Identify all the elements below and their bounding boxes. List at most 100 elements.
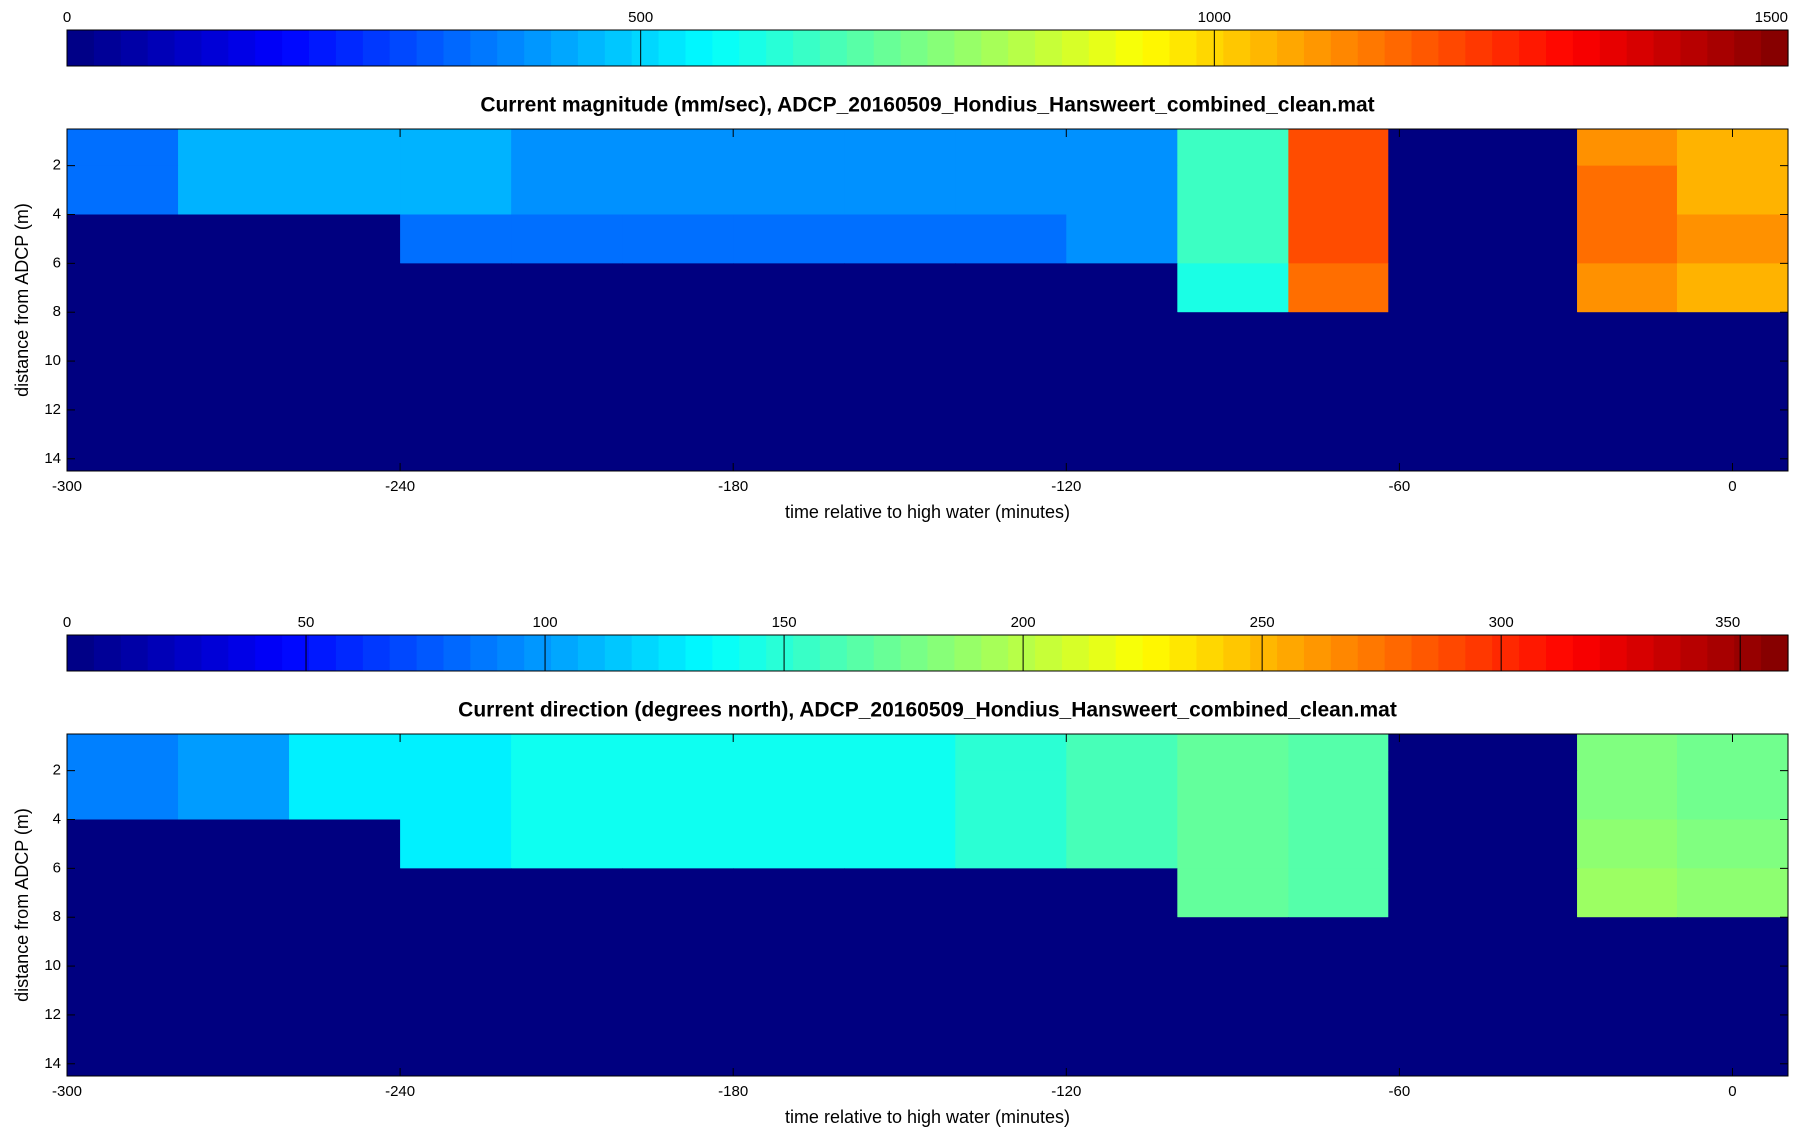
- colorbar-step: [1088, 30, 1117, 66]
- heatmap-cell: [622, 966, 734, 1077]
- colorbar-step: [1035, 635, 1063, 671]
- colorbar-step: [1303, 30, 1332, 66]
- heatmap-cell: [844, 966, 956, 1077]
- heatmap-cell: [622, 263, 734, 313]
- heatmap-cell: [1288, 966, 1389, 1077]
- colorbar-tick-label: 150: [772, 614, 797, 631]
- colorbar-step: [1223, 30, 1251, 66]
- heatmap-cell: [1676, 917, 1789, 967]
- heatmap-cell: [733, 770, 845, 820]
- heatmap-cell: [622, 361, 734, 472]
- colorbar-step: [201, 635, 229, 671]
- y-tick-label: 8: [53, 303, 61, 320]
- heatmap-cell: [1066, 214, 1178, 264]
- heatmap-cell: [289, 770, 401, 820]
- heatmap-cell: [1066, 770, 1178, 820]
- colorbar-tick-label: 250: [1250, 614, 1275, 631]
- heatmap-cell: [289, 263, 401, 313]
- colorbar-step: [739, 635, 767, 671]
- colorbar-step: [1761, 635, 1789, 671]
- heatmap-cell: [67, 966, 179, 1077]
- heatmap-cell: [67, 819, 179, 869]
- heatmap-cell: [67, 263, 179, 313]
- colorbar-step: [335, 635, 364, 671]
- colorbar-step: [1411, 635, 1440, 671]
- heatmap-cell: [1177, 361, 1289, 472]
- colorbar-step: [120, 30, 149, 66]
- heatmap-cell: [289, 312, 401, 362]
- chart-title: Current direction (degrees north), ADCP_…: [458, 699, 1397, 722]
- heatmap-cell: [400, 263, 512, 313]
- heatmap-cell: [1388, 312, 1578, 362]
- colorbar-step: [1223, 635, 1251, 671]
- heatmap-cell: [1288, 917, 1389, 967]
- colorbar-step: [873, 30, 902, 66]
- heatmap-cell: [622, 819, 734, 869]
- heatmap-cell: [67, 734, 179, 772]
- heatmap-cell: [1177, 312, 1289, 362]
- heatmap-cell: [733, 263, 845, 313]
- heatmap-cell: [955, 165, 1067, 215]
- heatmap-cell: [733, 312, 845, 362]
- heatmap-cell: [955, 734, 1067, 772]
- y-tick-label: 10: [44, 352, 61, 369]
- y-tick-label: 6: [53, 254, 61, 271]
- colorbar-tick-label: 100: [533, 614, 558, 631]
- heatmap-cell: [400, 868, 512, 918]
- colorbar-step: [712, 30, 740, 66]
- colorbar-step: [1250, 635, 1278, 671]
- heatmap-cell: [400, 966, 512, 1077]
- heatmap-cell: [1577, 165, 1678, 215]
- heatmap-cell: [178, 868, 290, 918]
- heatmap-cell: [1066, 361, 1178, 472]
- heatmap-cell: [622, 312, 734, 362]
- heatmap-cell: [1676, 868, 1789, 918]
- colorbar-step: [1357, 30, 1386, 66]
- heatmap-cell: [844, 770, 956, 820]
- heatmap-cell: [400, 734, 512, 772]
- colorbar-step: [255, 635, 283, 671]
- heatmap-cell: [67, 129, 179, 167]
- heatmap-cell: [955, 263, 1067, 313]
- heatmap-cell: [511, 917, 623, 967]
- heatmap-cell: [400, 819, 512, 869]
- heatmap-cell: [1288, 819, 1389, 869]
- colorbar-step: [228, 635, 256, 671]
- heatmap-cell: [955, 868, 1067, 918]
- heatmap-cell: [1577, 917, 1678, 967]
- x-tick-label: -180: [718, 1083, 748, 1100]
- colorbar-step: [416, 30, 445, 66]
- x-tick-label: 0: [1728, 1083, 1736, 1100]
- colorbar-step: [927, 635, 955, 671]
- x-tick-label: 0: [1728, 478, 1736, 495]
- heatmap-cell: [1288, 129, 1389, 167]
- colorbar-step: [793, 635, 821, 671]
- heatmap-cell: [622, 129, 734, 167]
- colorbar-step: [551, 30, 579, 66]
- colorbar-step: [712, 635, 740, 671]
- heatmap-cell: [844, 214, 956, 264]
- colorbar-step: [282, 635, 310, 671]
- colorbar-step: [1384, 635, 1413, 671]
- heatmap-cell: [844, 819, 956, 869]
- colorbar-step: [1599, 30, 1628, 66]
- heatmap-cell: [178, 734, 290, 772]
- colorbar-step: [1115, 30, 1144, 66]
- x-axis-label: time relative to high water (minutes): [785, 502, 1070, 522]
- colorbar-step: [524, 635, 552, 671]
- heatmap-cell: [1288, 165, 1389, 215]
- heatmap-cell: [622, 734, 734, 772]
- colorbar-step: [981, 30, 1009, 66]
- colorbar-step: [1680, 30, 1708, 66]
- colorbar-step: [1707, 30, 1735, 66]
- y-tick-label: 6: [53, 859, 61, 876]
- colorbar-step: [1357, 635, 1386, 671]
- heatmap-cell: [511, 819, 623, 869]
- heatmap-cell: [1388, 165, 1578, 215]
- colorbar-step: [1330, 30, 1359, 66]
- x-tick-label: -60: [1389, 478, 1411, 495]
- colorbar-step: [1061, 635, 1090, 671]
- heatmap-cell: [1177, 917, 1289, 967]
- colorbar-step: [766, 30, 794, 66]
